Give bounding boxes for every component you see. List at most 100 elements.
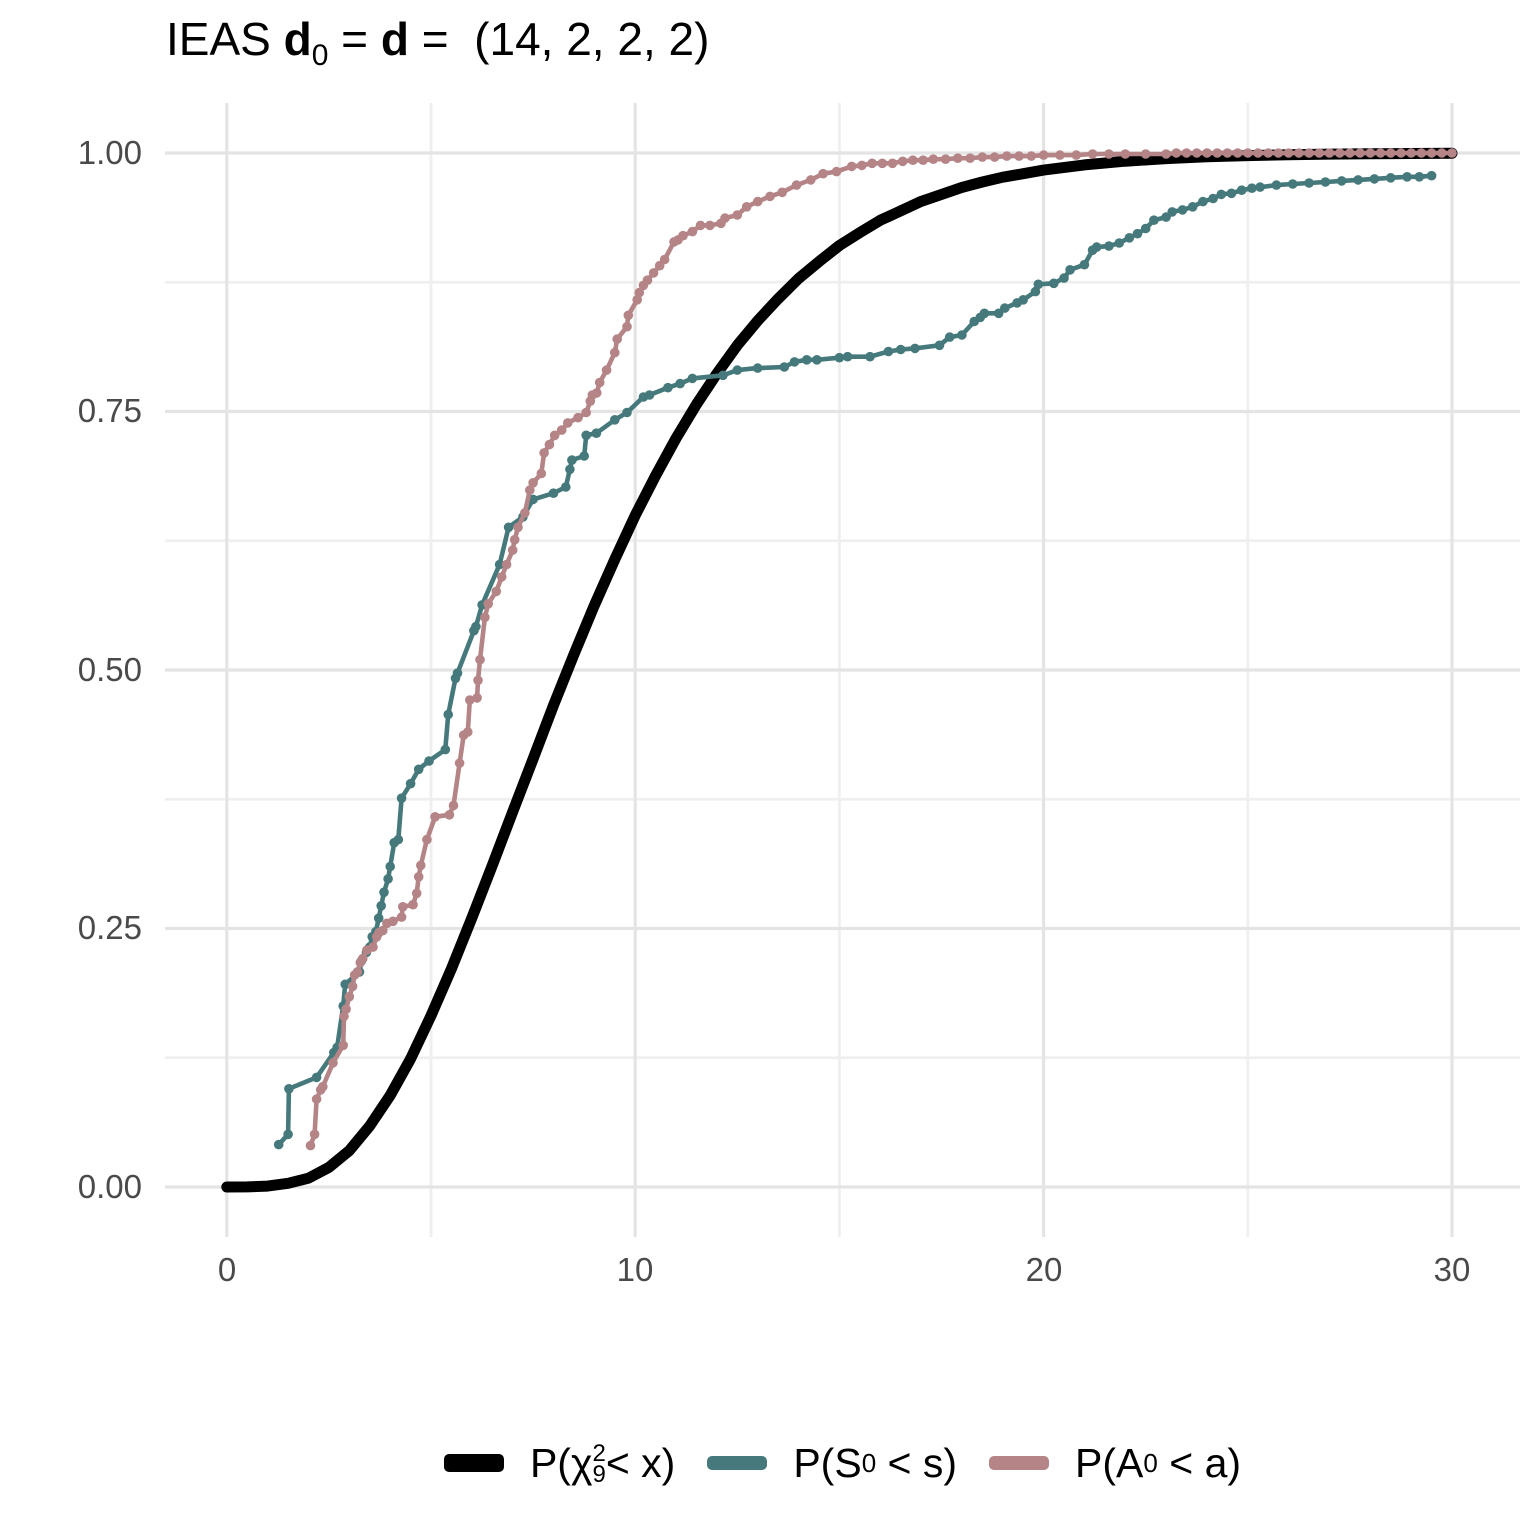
data-point-a0 xyxy=(659,254,670,265)
data-point-s0 xyxy=(528,494,538,505)
data-point-s0 xyxy=(383,874,393,884)
data-point-a0 xyxy=(634,287,645,298)
data-point-a0 xyxy=(1426,148,1437,158)
data-point-s0 xyxy=(591,428,602,439)
data-point-a0 xyxy=(525,485,535,495)
data-point-a0 xyxy=(818,168,828,179)
data-point-s0 xyxy=(842,351,853,362)
data-point-s0 xyxy=(452,668,463,678)
data-point-s0 xyxy=(1426,170,1437,181)
data-point-s0 xyxy=(944,332,955,342)
data-point-a0 xyxy=(536,468,547,479)
y-tick-label: 0.00 xyxy=(77,1168,142,1205)
data-point-s0 xyxy=(865,351,875,362)
data-point-a0 xyxy=(687,226,698,237)
data-point-a0 xyxy=(1192,148,1202,158)
data-point-s0 xyxy=(718,370,728,381)
data-point-a0 xyxy=(1263,148,1273,158)
title-d: d xyxy=(380,13,409,65)
data-point-a0 xyxy=(496,572,507,582)
data-point-a0 xyxy=(601,365,612,375)
data-point-s0 xyxy=(752,363,763,373)
data-point-a0 xyxy=(509,534,520,545)
data-point-a0 xyxy=(908,155,918,165)
data-point-s0 xyxy=(812,355,822,365)
data-point-s0 xyxy=(1287,179,1298,189)
data-point-a0 xyxy=(1294,148,1304,158)
data-point-a0 xyxy=(678,230,688,241)
data-point-s0 xyxy=(1369,174,1380,184)
y-tick-label: 1.00 xyxy=(77,134,142,171)
data-point-a0 xyxy=(977,152,988,162)
data-point-s0 xyxy=(340,979,351,990)
data-point-s0 xyxy=(424,756,434,766)
legend: P(χ 2 9 < x) P(S 0 < s) P(A 0 < a) xyxy=(165,1418,1520,1508)
y-tick-label: 0.50 xyxy=(77,651,142,688)
data-point-a0 xyxy=(338,1040,349,1051)
data-point-a0 xyxy=(411,888,422,899)
series-line-chi2 xyxy=(221,147,1458,1193)
data-point-s0 xyxy=(1236,185,1247,195)
data-point-s0 xyxy=(1104,241,1114,251)
data-point-a0 xyxy=(752,196,763,207)
legend-swatch-s0 xyxy=(707,1456,768,1470)
data-point-a0 xyxy=(388,916,398,927)
data-point-a0 xyxy=(339,1011,349,1022)
legend-s0-post: < s) xyxy=(876,1439,958,1486)
legend-a0-post: < a) xyxy=(1157,1439,1242,1486)
data-point-a0 xyxy=(1365,148,1376,158)
data-point-s0 xyxy=(1167,207,1177,217)
data-point-a0 xyxy=(940,154,951,164)
data-point-a0 xyxy=(1161,149,1171,159)
title-equals: = xyxy=(328,13,381,65)
data-point-s0 xyxy=(273,1139,284,1150)
data-point-a0 xyxy=(416,860,426,871)
data-point-s0 xyxy=(373,913,384,923)
data-point-a0 xyxy=(368,942,378,952)
data-point-s0 xyxy=(1091,242,1102,252)
legend-label-s0: P(S 0 < s) xyxy=(793,1439,958,1486)
data-point-a0 xyxy=(448,800,459,811)
data-point-a0 xyxy=(463,727,473,737)
data-point-a0 xyxy=(720,213,730,223)
data-point-a0 xyxy=(1120,149,1131,159)
data-point-a0 xyxy=(989,152,1000,162)
chi-subscript: 9 xyxy=(592,1461,606,1488)
data-point-s0 xyxy=(1140,223,1151,234)
data-point-a0 xyxy=(857,160,867,171)
data-point-s0 xyxy=(1065,265,1075,275)
data-point-a0 xyxy=(1273,148,1284,158)
data-point-a0 xyxy=(1314,148,1325,158)
data-point-a0 xyxy=(1014,151,1024,161)
data-point-a0 xyxy=(1171,148,1182,158)
data-point-a0 xyxy=(1071,150,1082,160)
data-point-a0 xyxy=(1181,148,1192,158)
data-point-s0 xyxy=(283,1129,293,1140)
data-point-s0 xyxy=(503,522,514,533)
data-point-s0 xyxy=(789,357,800,367)
data-point-a0 xyxy=(483,599,494,609)
data-point-a0 xyxy=(622,321,632,332)
data-point-s0 xyxy=(1132,228,1143,239)
data-point-a0 xyxy=(887,158,898,169)
chi-superscript: 2 xyxy=(592,1440,606,1467)
legend-s0-pre: P(S xyxy=(793,1439,862,1486)
data-point-s0 xyxy=(687,373,698,384)
data-point-s0 xyxy=(622,407,632,418)
data-point-s0 xyxy=(1414,172,1425,182)
title-text: IEAS xyxy=(166,13,284,65)
data-point-a0 xyxy=(413,872,424,882)
legend-swatch-a0 xyxy=(989,1456,1050,1470)
data-point-a0 xyxy=(581,407,591,418)
data-point-a0 xyxy=(592,388,602,398)
data-point-a0 xyxy=(1345,148,1355,158)
data-point-a0 xyxy=(444,810,455,820)
data-point-s0 xyxy=(413,764,424,775)
data-point-a0 xyxy=(1406,148,1416,158)
data-point-a0 xyxy=(556,425,567,435)
data-point-a0 xyxy=(1355,148,1365,158)
data-point-s0 xyxy=(579,451,589,461)
data-point-s0 xyxy=(1124,233,1135,243)
data-point-s0 xyxy=(396,793,407,803)
